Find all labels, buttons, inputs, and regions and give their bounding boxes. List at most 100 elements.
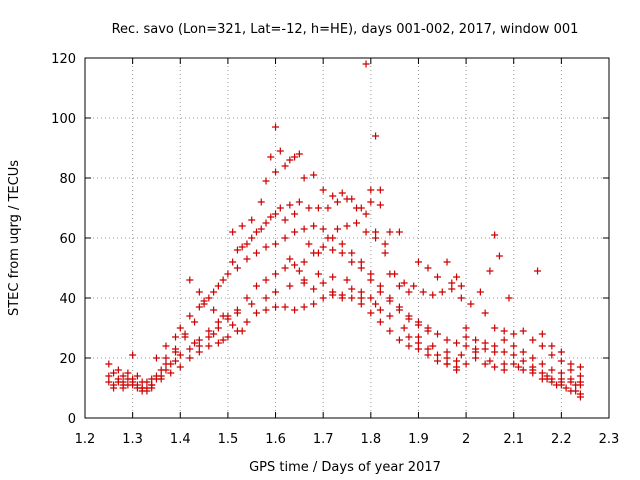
- data-point: [362, 210, 370, 218]
- data-point: [110, 381, 118, 389]
- data-point: [195, 342, 203, 350]
- data-point: [281, 234, 289, 242]
- data-point: [272, 210, 280, 218]
- data-point: [310, 300, 318, 308]
- data-point: [338, 249, 346, 257]
- data-point: [152, 372, 160, 380]
- data-point: [219, 312, 227, 320]
- data-point: [329, 246, 337, 254]
- data-point: [248, 300, 256, 308]
- data-point: [314, 204, 322, 212]
- data-point: [462, 324, 470, 332]
- data-point: [553, 381, 561, 389]
- data-point: [343, 222, 351, 230]
- data-point: [495, 252, 503, 260]
- data-point: [286, 201, 294, 209]
- data-point: [510, 360, 518, 368]
- data-point: [272, 303, 280, 311]
- data-point: [152, 354, 160, 362]
- data-point: [576, 363, 584, 371]
- data-point: [291, 228, 299, 236]
- data-point: [272, 168, 280, 176]
- data-point: [367, 276, 375, 284]
- data-point: [376, 288, 384, 296]
- x-tick-label: 1.8: [360, 432, 381, 447]
- data-point: [238, 243, 246, 251]
- data-point: [267, 153, 275, 161]
- data-point: [257, 225, 265, 233]
- data-point: [400, 279, 408, 287]
- chart-title: Rec. savo (Lon=321, Lat=-12, h=HE), days…: [112, 22, 579, 37]
- data-point: [205, 333, 213, 341]
- data-point: [491, 342, 499, 350]
- data-point: [324, 234, 332, 242]
- data-point: [338, 240, 346, 248]
- data-point: [281, 303, 289, 311]
- data-point: [372, 300, 380, 308]
- data-point: [262, 294, 270, 302]
- data-point: [195, 336, 203, 344]
- data-point: [348, 258, 356, 266]
- x-tick-label: 2.3: [599, 432, 620, 447]
- data-point: [214, 318, 222, 326]
- data-point: [262, 177, 270, 185]
- data-point: [295, 198, 303, 206]
- data-point: [129, 378, 137, 386]
- data-point: [252, 249, 260, 257]
- data-point: [267, 213, 275, 221]
- data-point: [176, 324, 184, 332]
- data-point: [214, 339, 222, 347]
- data-point: [429, 291, 437, 299]
- data-point: [295, 267, 303, 275]
- data-point: [286, 255, 294, 263]
- data-point: [414, 258, 422, 266]
- data-point: [300, 303, 308, 311]
- data-point: [210, 288, 218, 296]
- data-point: [372, 228, 380, 236]
- data-point: [457, 282, 465, 290]
- data-point: [453, 339, 461, 347]
- data-point: [314, 249, 322, 257]
- data-point: [333, 198, 341, 206]
- data-point: [214, 282, 222, 290]
- data-point: [434, 273, 442, 281]
- data-point: [557, 375, 565, 383]
- data-point: [276, 147, 284, 155]
- data-point: [238, 327, 246, 335]
- data-point: [252, 228, 260, 236]
- data-point: [443, 336, 451, 344]
- data-point: [576, 372, 584, 380]
- x-tick-label: 1.5: [218, 432, 239, 447]
- data-point: [186, 354, 194, 362]
- y-tick-label: 60: [59, 232, 76, 247]
- data-point: [386, 228, 394, 236]
- data-point: [357, 264, 365, 272]
- data-point: [362, 60, 370, 68]
- data-point: [457, 294, 465, 302]
- data-point: [176, 363, 184, 371]
- data-point: [376, 201, 384, 209]
- data-point: [462, 342, 470, 350]
- data-point: [338, 189, 346, 197]
- data-point: [519, 348, 527, 356]
- data-point: [405, 342, 413, 350]
- data-point: [381, 240, 389, 248]
- data-point: [500, 336, 508, 344]
- data-point: [548, 342, 556, 350]
- data-point: [186, 276, 194, 284]
- data-point: [491, 231, 499, 239]
- data-point: [557, 357, 565, 365]
- data-point: [467, 300, 475, 308]
- data-point: [443, 258, 451, 266]
- data-point: [414, 345, 422, 353]
- data-point: [457, 351, 465, 359]
- data-point: [172, 357, 180, 365]
- data-point: [572, 387, 580, 395]
- data-point: [286, 156, 294, 164]
- axis-ticks: 1.2 1.3 1.4 1.5 1.6 1.7 1.8 1.9 2 2.1 2.2 2.3 0 20 40 6…: [51, 52, 619, 447]
- data-point: [395, 336, 403, 344]
- data-point: [534, 267, 542, 275]
- data-point: [491, 348, 499, 356]
